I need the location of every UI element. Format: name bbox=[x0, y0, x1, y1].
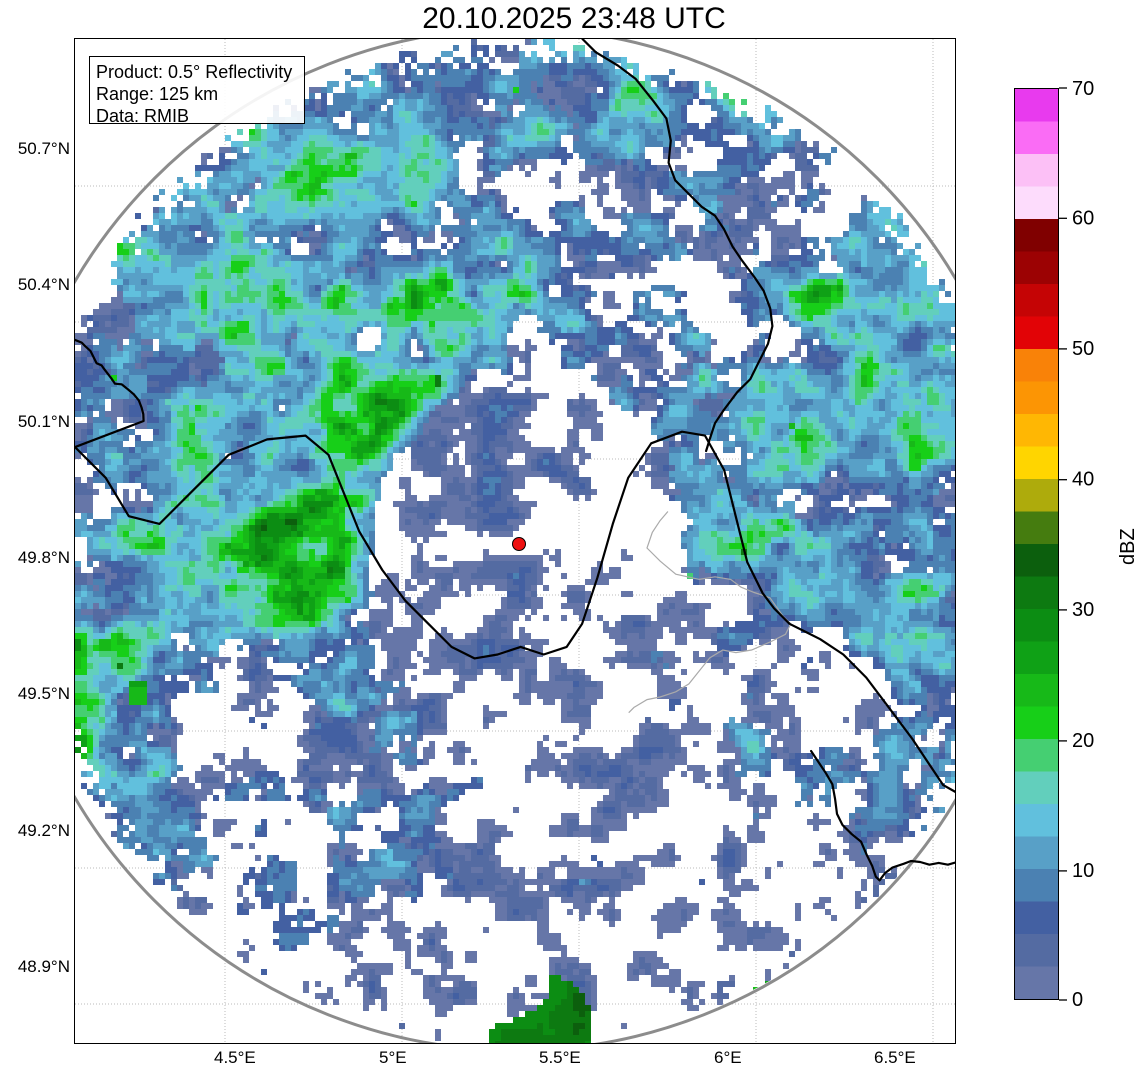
svg-text:70: 70 bbox=[1072, 78, 1094, 100]
svg-text:10: 10 bbox=[1072, 860, 1094, 882]
svg-text:50: 50 bbox=[1072, 338, 1094, 360]
svg-text:20: 20 bbox=[1072, 730, 1094, 752]
svg-text:0: 0 bbox=[1072, 989, 1083, 1011]
svg-text:30: 30 bbox=[1072, 599, 1094, 621]
svg-text:60: 60 bbox=[1072, 207, 1094, 229]
svg-text:40: 40 bbox=[1072, 469, 1094, 491]
